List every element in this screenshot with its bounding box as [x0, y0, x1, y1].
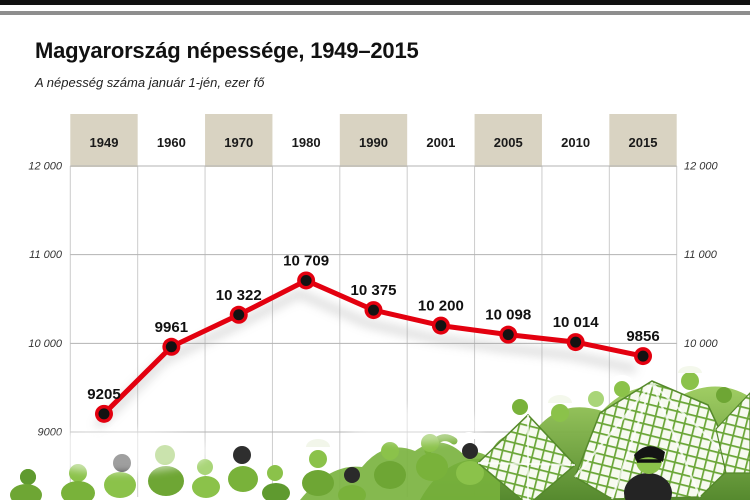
year-band-2005	[474, 114, 542, 167]
value-label-1970: 10 322	[216, 287, 262, 304]
top-black-rule	[0, 0, 750, 5]
man-with-glasses	[624, 446, 672, 500]
value-label-2010: 10 014	[553, 314, 600, 331]
value-label-2005: 10 098	[485, 307, 531, 324]
y-tick-right: 10 000	[684, 338, 719, 350]
year-label-1980: 1980	[292, 135, 321, 150]
value-label-1980: 10 709	[283, 252, 329, 269]
year-band-2015	[609, 114, 677, 167]
data-point-markers	[94, 271, 653, 423]
crowd-illustration	[10, 366, 750, 500]
year-labels: 1949 1960 1970 1980 1990 2001 2005 2010 2015	[90, 135, 658, 150]
year-band-1970	[205, 114, 273, 167]
line-shadow	[94, 289, 637, 430]
y-tick-left: 11 000	[29, 249, 63, 261]
data-point-core-1960	[165, 341, 177, 353]
y-tick-right: 12 000	[684, 161, 719, 173]
data-point-core-1949	[98, 408, 110, 420]
data-point-core-1970	[233, 309, 245, 321]
year-label-1949: 1949	[90, 135, 119, 150]
umbrella-icons	[476, 380, 750, 500]
value-label-1990: 10 375	[351, 282, 397, 299]
page-subtitle: A népesség száma január 1-jén, ezer fő	[35, 75, 265, 90]
data-point-core-2001	[435, 320, 447, 332]
value-label-1949: 9205	[87, 386, 120, 403]
value-label-2001: 10 200	[418, 298, 464, 315]
value-label-2015: 9856	[626, 328, 659, 345]
year-label-1960: 1960	[157, 135, 186, 150]
year-label-2001: 2001	[426, 135, 455, 150]
year-label-1970: 1970	[224, 135, 253, 150]
y-tick-left: 10 000	[28, 338, 63, 350]
year-band-1949	[70, 114, 138, 167]
year-label-2015: 2015	[629, 135, 658, 150]
year-label-2010: 2010	[561, 135, 590, 150]
year-header-bands	[70, 114, 677, 167]
year-label-2005: 2005	[494, 135, 523, 150]
top-gray-rule	[0, 11, 750, 15]
page-title: Magyarország népessége, 1949–2015	[35, 38, 419, 63]
crowd-figures-right	[512, 366, 732, 422]
year-label-1990: 1990	[359, 135, 388, 150]
year-band-1990	[339, 114, 408, 167]
data-point-core-1980	[300, 274, 312, 286]
y-tick-left: 12 000	[28, 161, 63, 173]
value-labels: 9205 9961 10 322 10 709 10 375 10 200 10 098 10…	[87, 252, 659, 402]
data-point-core-2010	[570, 336, 582, 348]
data-point-core-1990	[368, 304, 379, 316]
value-label-1960: 9961	[155, 319, 188, 336]
data-point-core-2005	[502, 329, 514, 341]
y-tick-right: 11 000	[684, 249, 718, 261]
data-point-core-2015	[637, 350, 649, 362]
